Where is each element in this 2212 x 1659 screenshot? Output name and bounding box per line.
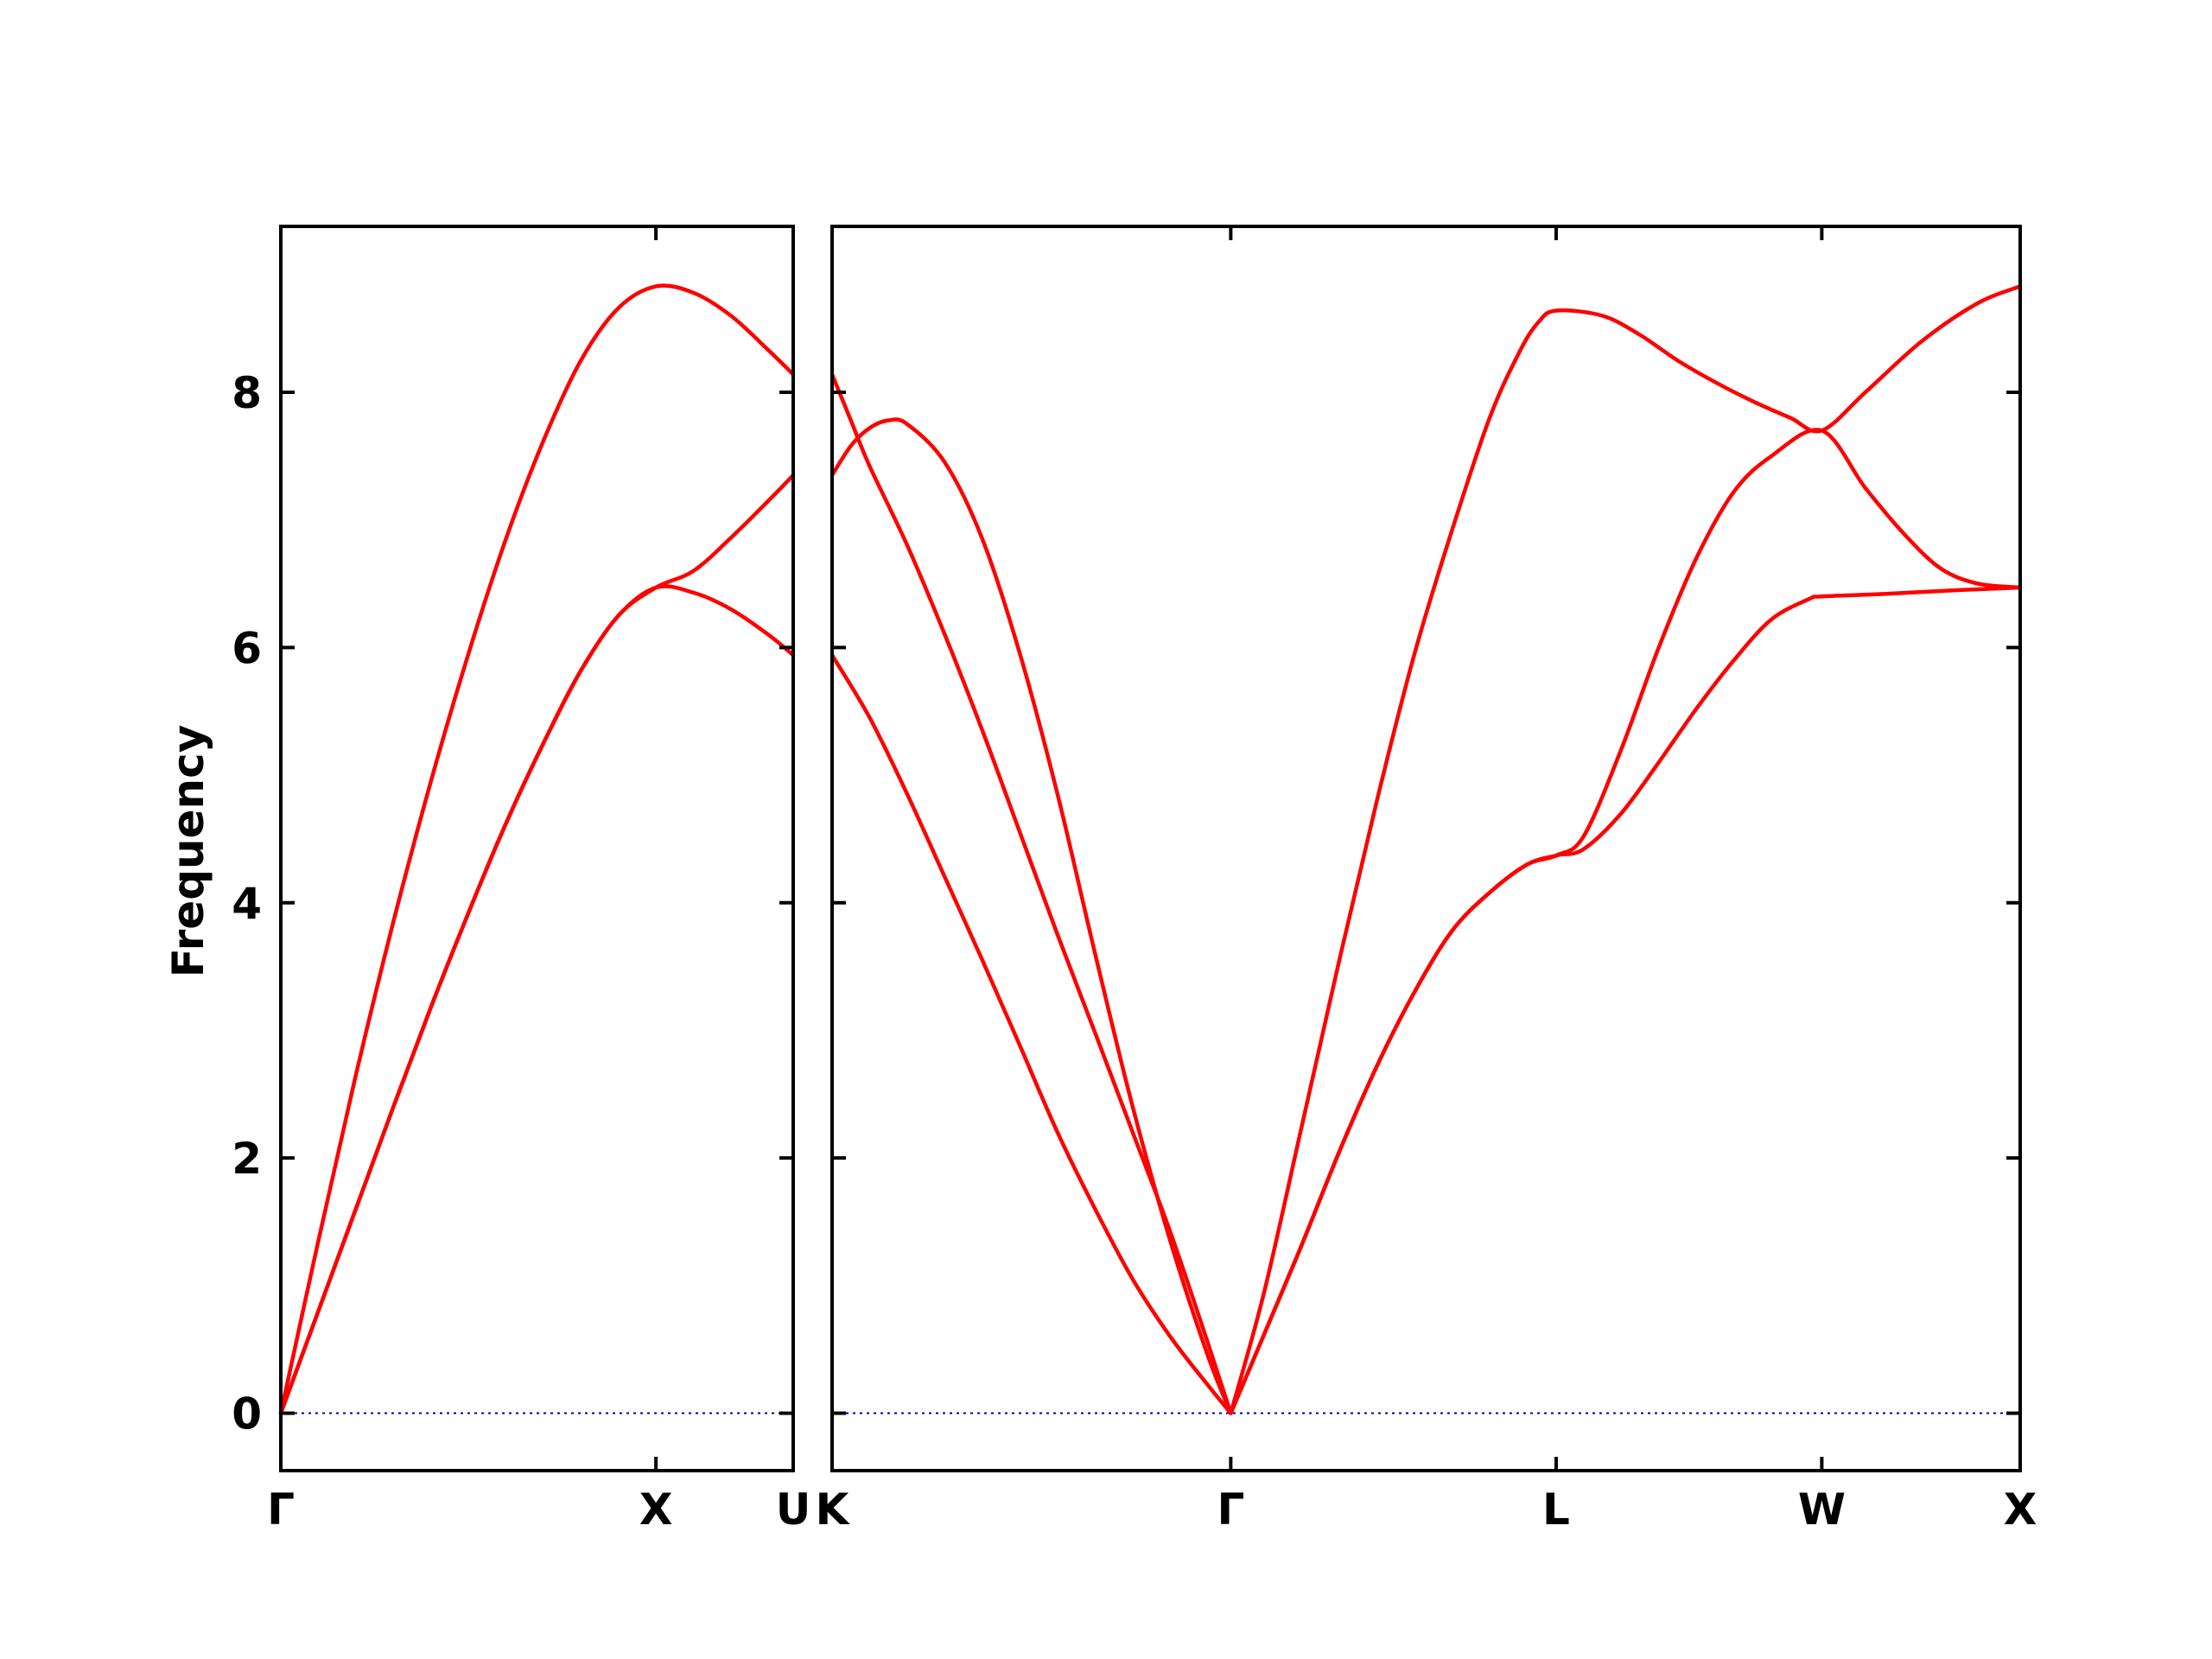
band-line-2-4: [1229, 284, 2023, 1415]
panel-frame: [279, 225, 795, 1472]
x-tick-label: X: [639, 1484, 673, 1535]
band-line-2-3: [830, 652, 1233, 1415]
panel-frame: [830, 225, 2022, 1472]
x-tick-label: X: [2004, 1484, 2037, 1535]
band-line-1-3: [278, 584, 796, 1415]
band-line-1-1: [278, 283, 796, 1415]
x-tick-label: Γ: [1217, 1484, 1244, 1535]
panel-1: Γ X U 0 2 4 6 8: [232, 225, 811, 1535]
y-tick-label: 2: [232, 1134, 262, 1184]
band-line-1-2: [278, 473, 796, 1415]
y-axis-label: Frequency: [163, 725, 213, 978]
y-tick-label: 8: [232, 368, 262, 418]
x-tick-label: U: [776, 1484, 811, 1535]
x-tick-label: L: [1542, 1484, 1570, 1535]
band-line-2-2: [830, 417, 1233, 1415]
x-tick-label: W: [1798, 1484, 1846, 1535]
x-tick-label: K: [816, 1484, 851, 1535]
y-tick-label: 4: [232, 879, 262, 929]
y-tick-label: 6: [232, 623, 262, 673]
x-tick-label: Γ: [267, 1484, 295, 1535]
band-line-2-1: [830, 372, 1233, 1415]
y-tick-label: 0: [232, 1389, 262, 1440]
band-line-2-6: [1229, 585, 2023, 1415]
